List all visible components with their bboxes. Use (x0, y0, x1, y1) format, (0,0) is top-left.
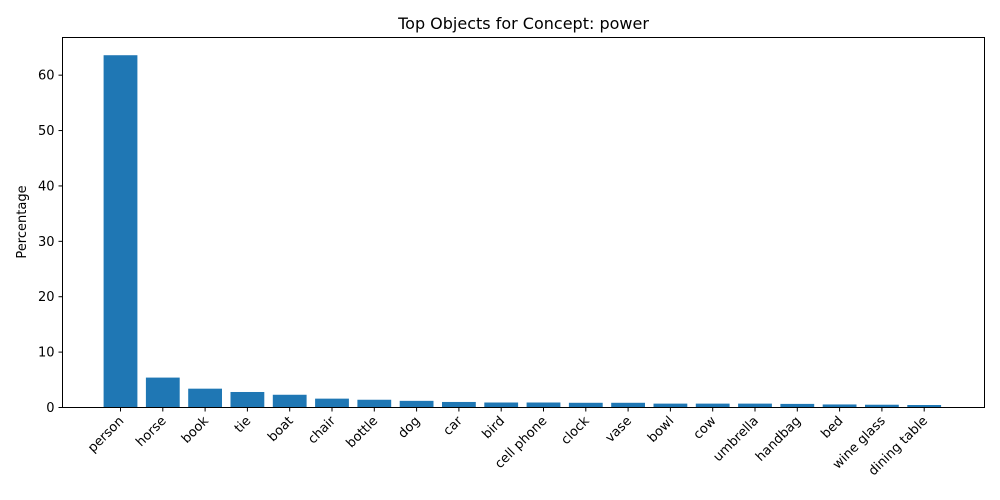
bar-bottle (357, 399, 392, 408)
bar-cow (695, 403, 730, 408)
bar-tie (230, 391, 265, 408)
y-tick-label: 60 (38, 69, 55, 84)
bars-group (103, 55, 942, 408)
bar-clock (568, 402, 603, 408)
bar-car (442, 401, 476, 408)
bar-vase (611, 402, 645, 408)
bar-cell-phone (526, 402, 561, 408)
y-axis-ticks: 0 10 20 30 40 50 60 (38, 69, 63, 416)
bar-horse (145, 377, 180, 408)
y-tick-label: 20 (38, 290, 55, 305)
y-tick-label: 50 (38, 124, 55, 139)
bar-umbrella (738, 403, 772, 408)
bar-dog (399, 400, 434, 408)
y-axis-label: Percentage (15, 185, 30, 258)
bar-wine-glass (865, 404, 899, 408)
bar-chair (315, 398, 349, 408)
bar-person (103, 55, 138, 408)
bar-handbag (780, 403, 815, 408)
y-tick-label: 0 (46, 401, 54, 416)
bar-bowl (653, 403, 688, 408)
y-tick-label: 10 (38, 346, 55, 361)
y-tick-label: 40 (38, 179, 55, 194)
bar-bird (484, 402, 519, 408)
bar-boat (272, 394, 307, 408)
bar-bed (822, 404, 857, 408)
bar-book (188, 388, 222, 408)
bar-dining-table (907, 405, 942, 408)
plot-frame (62, 37, 985, 408)
chart-title: Top Objects for Concept: power (397, 14, 649, 33)
y-tick-label: 30 (38, 235, 55, 250)
